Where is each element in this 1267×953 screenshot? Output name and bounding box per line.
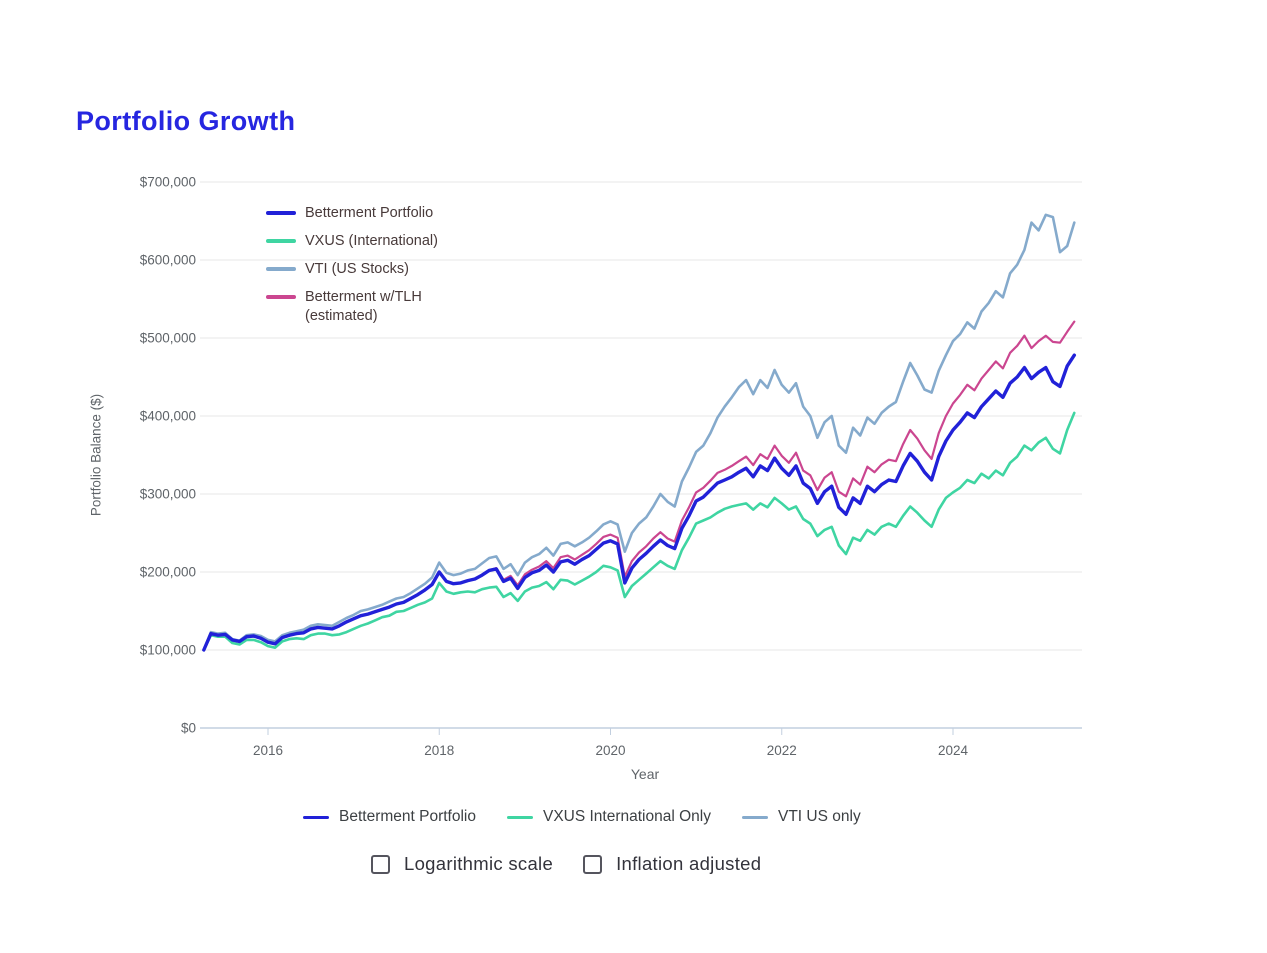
- logarithmic-scale-label[interactable]: Logarithmic scale: [404, 853, 554, 874]
- vti-legend-swatch: [742, 815, 768, 819]
- svg-text:2022: 2022: [767, 743, 797, 758]
- legend-item-label: VTI US only: [778, 808, 861, 825]
- svg-text:$100,000: $100,000: [140, 643, 196, 658]
- svg-text:$0: $0: [181, 721, 196, 736]
- chart-controls: Logarithmic scale Inflation adjusted: [371, 853, 761, 875]
- inflation-adjusted-control[interactable]: Inflation adjusted: [583, 853, 761, 875]
- bottom-legend: Betterment Portfolio VXUS International …: [303, 808, 861, 826]
- svg-text:2016: 2016: [253, 743, 283, 758]
- vxus-legend-swatch: [506, 815, 533, 819]
- legend-item-label: VXUS International Only: [542, 808, 711, 825]
- chart-legend-item-betterment: Betterment Portfolio: [266, 204, 438, 223]
- svg-text:$600,000: $600,000: [140, 253, 196, 268]
- chart-legend: Betterment Portfolio VXUS (International…: [266, 204, 438, 335]
- vti-line-swatch: [266, 267, 296, 271]
- chart-legend-label: VXUS (International): [305, 233, 438, 249]
- svg-text:2024: 2024: [938, 743, 969, 758]
- logarithmic-scale-checkbox[interactable]: [371, 854, 390, 874]
- svg-text:$300,000: $300,000: [140, 487, 196, 502]
- y-axis-title: Portfolio Balance ($): [88, 393, 104, 517]
- svg-text:$400,000: $400,000: [140, 409, 196, 424]
- svg-text:$700,000: $700,000: [140, 175, 196, 190]
- betterment-line-swatch: [266, 211, 296, 215]
- chart-legend-label: VTI (US Stocks): [305, 261, 409, 277]
- svg-text:2018: 2018: [424, 743, 454, 758]
- vxus-line-swatch: [266, 239, 296, 243]
- inflation-adjusted-checkbox[interactable]: [583, 854, 603, 874]
- page-title: Portfolio Growth: [76, 106, 296, 136]
- chart-legend-label: Betterment Portfolio: [305, 205, 434, 221]
- svg-text:2020: 2020: [595, 743, 625, 758]
- legend-item-label: Betterment Portfolio: [339, 808, 476, 825]
- chart-legend-item-vxus: VXUS (International): [266, 232, 438, 251]
- tlh-line-swatch: [266, 295, 296, 299]
- logarithmic-scale-control[interactable]: Logarithmic scale: [371, 853, 553, 875]
- legend-item-vti-us-only[interactable]: VTI US only: [742, 808, 861, 826]
- svg-text:$200,000: $200,000: [140, 565, 196, 580]
- x-axis-title: Year: [630, 766, 660, 782]
- chart-legend-item-tlh: Betterment w/TLH (estimated): [266, 288, 438, 326]
- legend-item-betterment-portfolio[interactable]: Betterment Portfolio: [303, 808, 476, 826]
- chart-legend-item-vti: VTI (US Stocks): [266, 260, 438, 279]
- svg-text:$500,000: $500,000: [140, 331, 196, 346]
- legend-item-vxus-international-only[interactable]: VXUS International Only: [506, 808, 711, 826]
- chart-legend-label: Betterment w/TLH (estimated): [305, 289, 422, 324]
- inflation-adjusted-label[interactable]: Inflation adjusted: [616, 853, 762, 874]
- betterment-legend-swatch: [303, 815, 329, 819]
